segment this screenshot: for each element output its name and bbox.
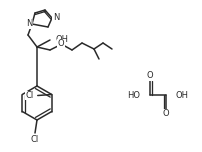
Text: Cl: Cl (25, 91, 34, 100)
Text: N: N (53, 12, 59, 21)
Text: N: N (26, 19, 32, 29)
Text: O: O (57, 40, 64, 48)
Text: Cl: Cl (31, 135, 39, 145)
Text: HO: HO (126, 90, 139, 100)
Text: OH: OH (175, 90, 188, 100)
Text: OH: OH (56, 35, 69, 43)
Text: O: O (162, 109, 168, 119)
Text: O: O (146, 71, 153, 81)
